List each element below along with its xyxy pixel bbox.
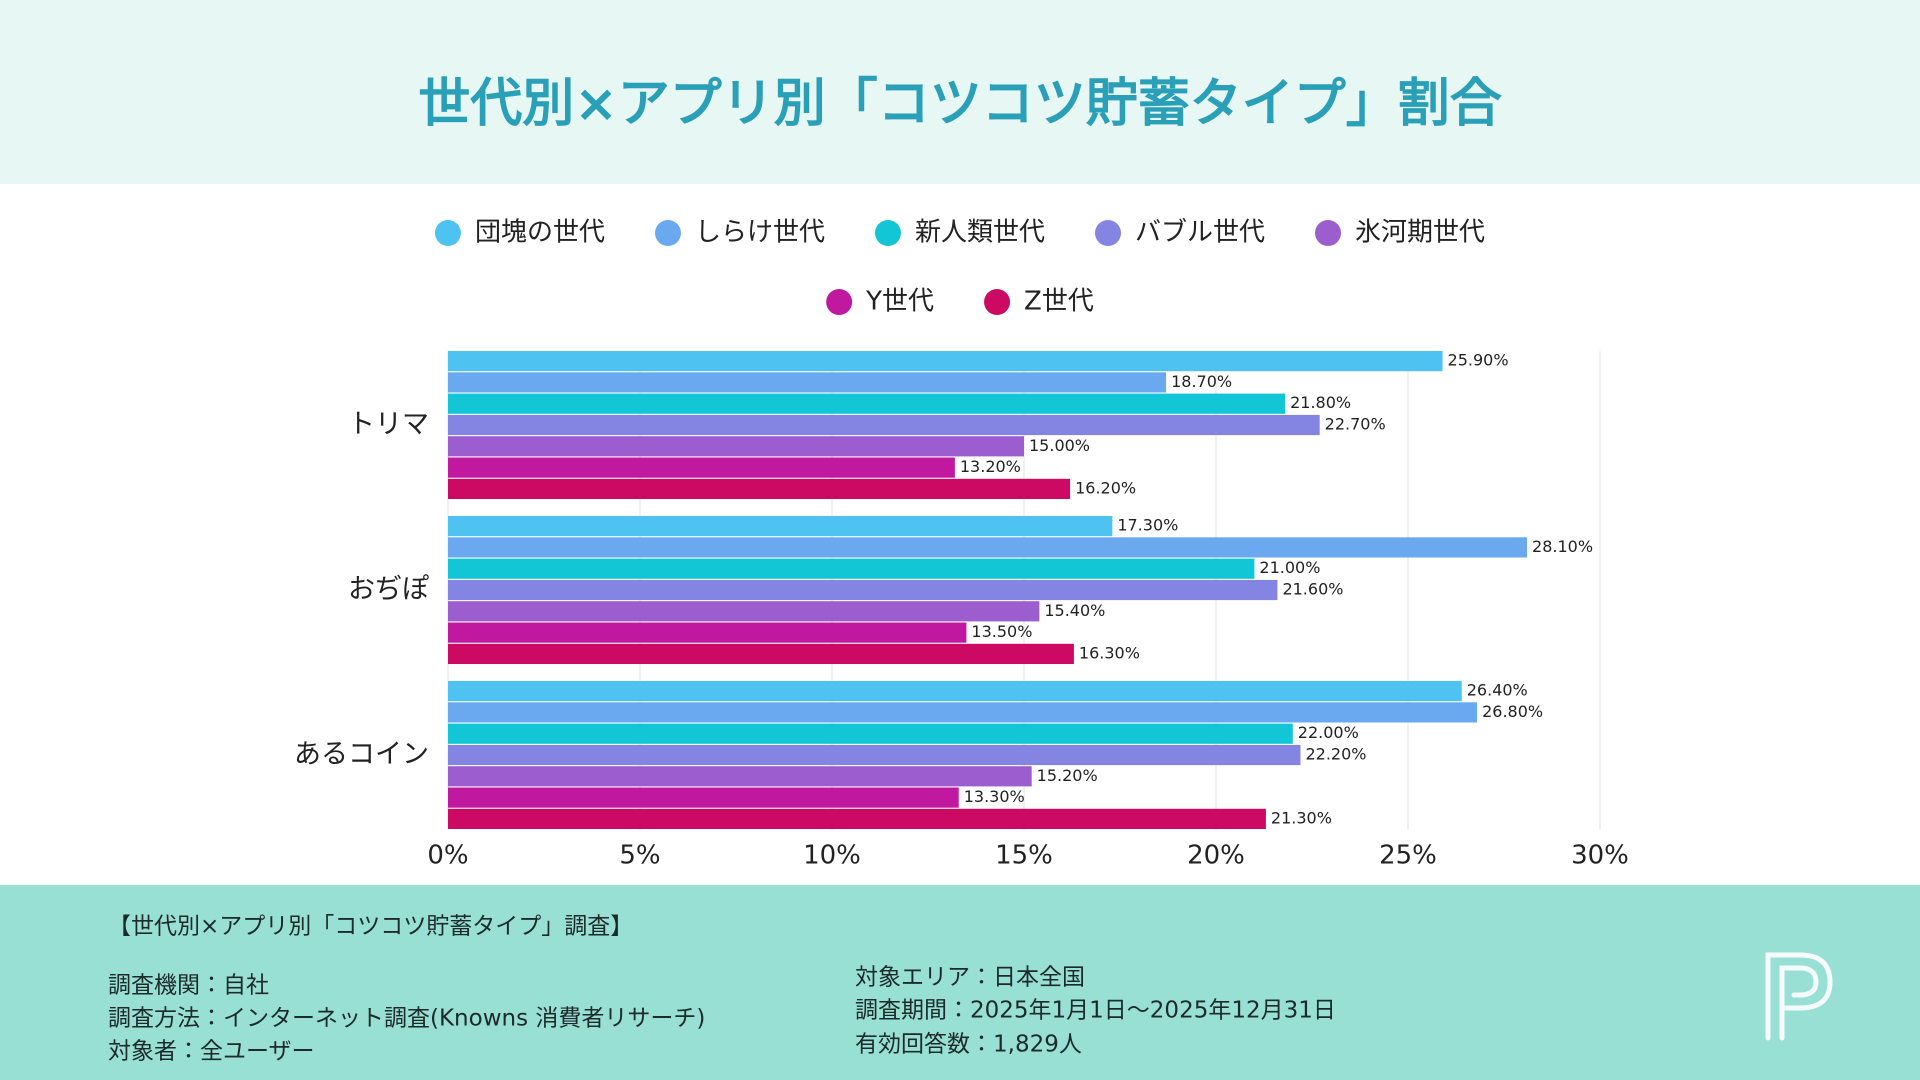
x-tick-label: 15% <box>995 841 1053 871</box>
x-tick-label: 20% <box>1187 841 1245 871</box>
value-label: 16.30% <box>1079 643 1140 662</box>
footer-line: 調査機関：自社 <box>108 973 269 999</box>
bar <box>448 516 1113 537</box>
value-label: 13.20% <box>960 457 1021 476</box>
x-tick-label: 0% <box>427 841 468 871</box>
bar <box>448 702 1478 723</box>
value-label: 13.30% <box>964 787 1025 806</box>
legend-label: 氷河期世代 <box>1355 218 1485 248</box>
legend-label: しらけ世代 <box>695 218 825 248</box>
legend-label: Z世代 <box>1024 287 1094 317</box>
bar <box>448 744 1301 766</box>
value-label: 15.20% <box>1037 766 1098 785</box>
bar <box>448 558 1255 579</box>
bar <box>448 478 1071 499</box>
x-tick-label: 10% <box>803 841 861 871</box>
bar <box>448 681 1462 702</box>
value-label: 16.20% <box>1075 478 1136 497</box>
footer-line: 調査方法：インターネット調査(Knowns 消費者リサーチ) <box>108 1006 705 1032</box>
value-label: 28.10% <box>1532 537 1593 556</box>
value-label: 13.50% <box>971 622 1032 641</box>
bar <box>448 601 1040 622</box>
bar <box>448 351 1443 372</box>
value-label: 21.60% <box>1282 580 1343 599</box>
legend-marker <box>1095 220 1122 246</box>
footer-line: 対象エリア：日本全国 <box>855 965 1085 991</box>
value-label: 25.90% <box>1448 351 1509 370</box>
header-bg <box>0 0 1920 184</box>
value-label: 22.00% <box>1298 723 1359 742</box>
bar <box>448 457 955 478</box>
legend-marker <box>826 289 853 315</box>
bar <box>448 579 1278 601</box>
bar <box>448 787 959 808</box>
y-tick-label: おぢぽ <box>348 574 429 605</box>
legend-label: 団塊の世代 <box>475 218 605 248</box>
logo <box>1765 952 1833 1041</box>
x-tick-label: 25% <box>1379 841 1437 871</box>
value-label: 22.20% <box>1305 745 1366 764</box>
bar <box>448 723 1293 744</box>
footer-line: 対象者：全ユーザー <box>108 1039 315 1065</box>
y-tick-label: あるコイン <box>294 739 429 770</box>
footer-bg <box>0 885 1920 1080</box>
footer-line: 有効回答数：1,829人 <box>855 1032 1082 1058</box>
bar <box>448 766 1032 787</box>
value-label: 21.00% <box>1259 558 1320 577</box>
legend-marker <box>874 220 901 246</box>
bar <box>448 537 1528 558</box>
legend-label: 新人類世代 <box>915 218 1045 248</box>
value-label: 15.40% <box>1044 601 1105 620</box>
bar <box>448 414 1320 436</box>
x-tick-label: 5% <box>619 841 660 871</box>
y-tick-label: トリマ <box>348 409 429 440</box>
value-label: 21.80% <box>1290 393 1351 412</box>
legend-marker <box>434 220 461 246</box>
legend-label: Y世代 <box>865 287 934 317</box>
bar <box>448 808 1266 829</box>
value-label: 21.30% <box>1271 808 1332 827</box>
value-label: 18.70% <box>1171 372 1232 391</box>
bar <box>448 436 1024 457</box>
legend-marker <box>984 289 1011 315</box>
value-label: 26.80% <box>1482 702 1543 721</box>
bar <box>448 643 1074 664</box>
bar <box>448 622 967 643</box>
value-label: 26.40% <box>1467 681 1528 700</box>
chart-title: 世代別×アプリ別「コツコツ貯蓄タイプ」割合 <box>418 74 1503 134</box>
bar <box>448 372 1167 393</box>
value-label: 17.30% <box>1117 516 1178 535</box>
legend-label: バブル世代 <box>1135 218 1265 248</box>
legend-marker <box>654 220 681 246</box>
value-label: 15.00% <box>1029 436 1090 455</box>
footer-heading: 【世代別×アプリ別「コツコツ貯蓄タイプ」調査】 <box>108 914 633 940</box>
legend-marker <box>1315 220 1342 246</box>
footer-line: 調査期間：2025年1月1日〜2025年12月31日 <box>855 998 1336 1024</box>
bar <box>448 393 1286 414</box>
x-tick-label: 30% <box>1571 841 1629 871</box>
value-label: 22.70% <box>1325 415 1386 434</box>
